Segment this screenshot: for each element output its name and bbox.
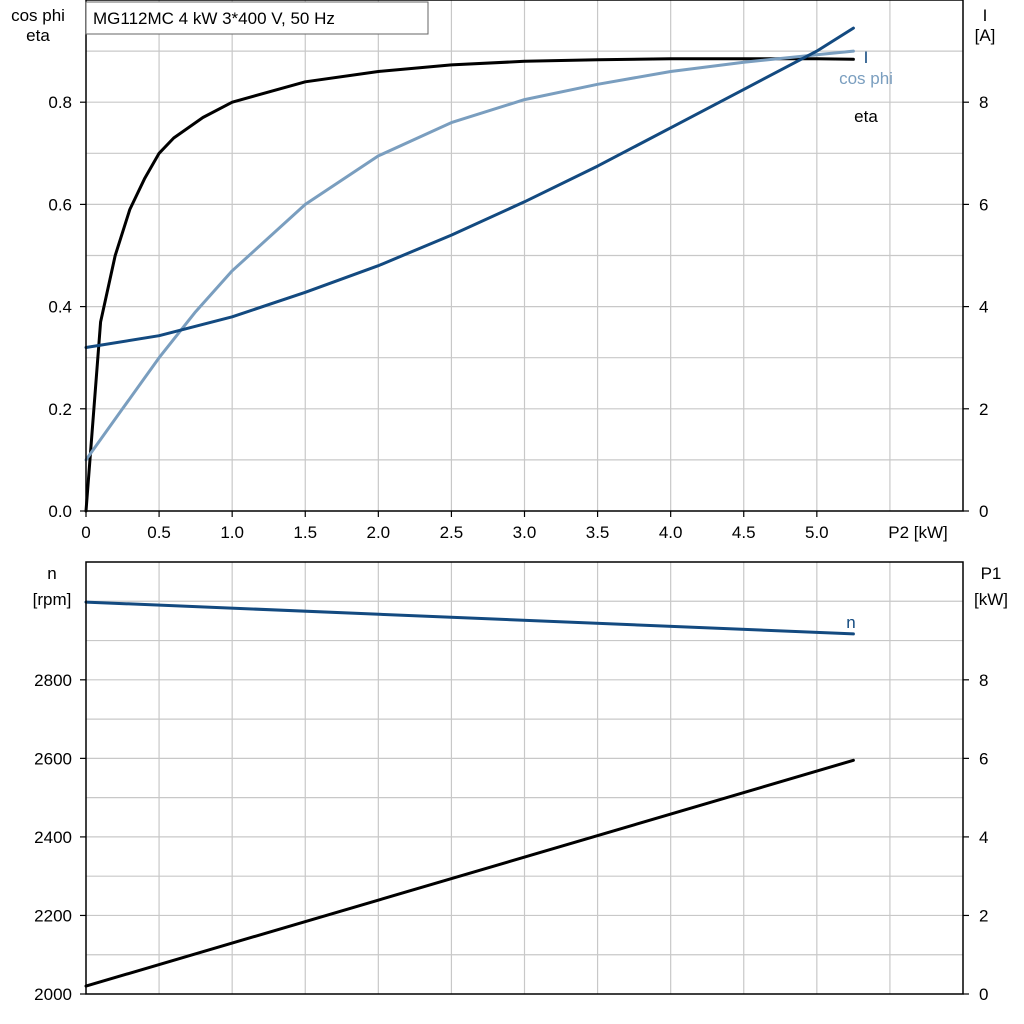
bottom-left-axis-label-2: [rpm]: [33, 590, 72, 609]
bottom-right-axis-label-2: [kW]: [974, 590, 1008, 609]
bottom-plot-frame: [85, 561, 964, 995]
bottom-right-tick-label: 0: [979, 985, 988, 1004]
top-left-tick-label: 0.0: [48, 502, 72, 521]
top-right-axis-label-2: [A]: [975, 26, 996, 45]
bottom-left-axis-label-1: n: [47, 564, 56, 583]
top-left-axis-label-1: cos phi: [11, 6, 65, 25]
x-tick-label: 5.0: [805, 523, 829, 542]
series-cos-phi-line: [84, 49, 855, 462]
x-tick-label: 4.0: [659, 523, 683, 542]
x-tick-label: 4.5: [732, 523, 756, 542]
x-tick-label: 0: [81, 523, 90, 542]
x-tick-label: 1.0: [220, 523, 244, 542]
top-right-tick-label: 6: [979, 195, 988, 214]
top-left-tick-label: 0.8: [48, 93, 72, 112]
bottom-right-tick-label: 2: [979, 906, 988, 925]
bottom-left-tick-label: 2000: [34, 985, 72, 1004]
bottom-left-tick-label: 2800: [34, 671, 72, 690]
top-left-axis-label-2: eta: [26, 26, 50, 45]
top-left-tick-label: 0.2: [48, 400, 72, 419]
x-tick-label: 2.0: [367, 523, 391, 542]
bottom-right-tick-label: 8: [979, 671, 988, 690]
series-eta-line: [84, 57, 855, 513]
top-grid: [86, 0, 963, 511]
top-ticks: 0.0 0.2 0.4 0.6 0.8 0 2 4 6 8 0 0.5 1.0 1.5 2.0 2.5 3.0 3…: [48, 93, 988, 542]
top-left-tick-label: 0.6: [48, 195, 72, 214]
series-label-I: I: [864, 48, 869, 67]
bottom-panel: 2000 2200 2400 2600 2800 0 2 4 6 8 n [rpm] P1 [kW…: [33, 561, 1008, 1004]
top-right-tick-label: 0: [979, 502, 988, 521]
top-plot-frame: [85, 0, 964, 512]
x-tick-label: 2.5: [440, 523, 464, 542]
bottom-grid: [86, 562, 963, 994]
bottom-right-axis-label-1: P1: [981, 564, 1002, 583]
bottom-ticks: 2000 2200 2400 2600 2800 0 2 4 6 8: [34, 671, 988, 1004]
top-left-tick-label: 0.4: [48, 298, 72, 317]
chart-title: MG112MC 4 kW 3*400 V, 50 Hz: [93, 9, 335, 28]
bottom-left-tick-label: 2200: [34, 906, 72, 925]
top-series: [84, 26, 855, 513]
x-axis-label: P2 [kW]: [888, 523, 948, 542]
top-right-axis-label-1: I: [983, 6, 988, 25]
x-tick-label: 1.5: [293, 523, 317, 542]
series-p1-line: [84, 758, 855, 988]
top-right-tick-label: 4: [979, 298, 988, 317]
chart-title-box: MG112MC 4 kW 3*400 V, 50 Hz: [85, 1, 429, 35]
series-label-eta: eta: [854, 107, 878, 126]
bottom-left-tick-label: 2400: [34, 828, 72, 847]
x-tick-label: 0.5: [147, 523, 171, 542]
bottom-right-tick-label: 4: [979, 828, 988, 847]
x-tick-label: 3.5: [586, 523, 610, 542]
series-label-cos-phi: cos phi: [839, 69, 893, 88]
top-right-tick-label: 8: [979, 93, 988, 112]
bottom-series: [84, 600, 855, 988]
x-tick-label: 3.0: [513, 523, 537, 542]
top-panel: 0.0 0.2 0.4 0.6 0.8 0 2 4 6 8 0 0.5 1.0 1.5 2.0 2.5 3.0 3…: [11, 0, 995, 542]
series-n-line: [84, 600, 855, 636]
series-I-line: [84, 26, 855, 349]
top-right-tick-label: 2: [979, 400, 988, 419]
series-label-n: n: [846, 613, 855, 632]
bottom-left-tick-label: 2600: [34, 749, 72, 768]
bottom-right-tick-label: 6: [979, 749, 988, 768]
